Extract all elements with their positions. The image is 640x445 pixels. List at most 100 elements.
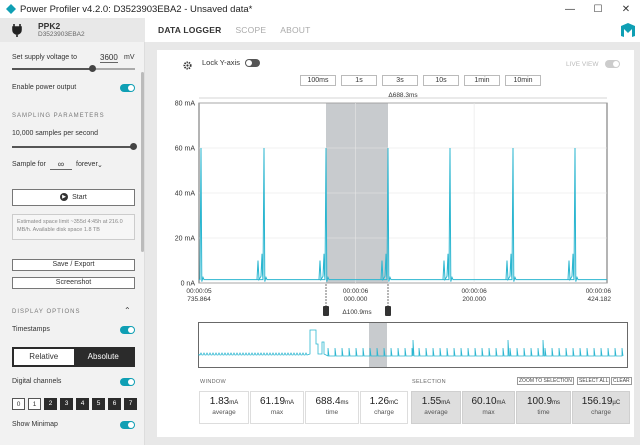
gear-icon[interactable] [183,61,192,70]
play-icon: ▶ [60,193,69,202]
y-tick-label: 80 mA [175,101,196,108]
selection-left-handle[interactable] [323,284,329,316]
sample-for-label: Sample for [12,161,46,168]
window-100ms-button[interactable]: 100ms [300,75,336,86]
device-serial: D3523903EBA2 [38,31,85,38]
x-tick-sublabel: 424.182 [588,296,612,303]
live-view-toggle[interactable] [605,60,620,68]
supply-voltage-input[interactable]: 3600 [100,53,118,63]
digital-channels-label: Digital channels [12,378,62,385]
tab-about[interactable]: ABOUT [280,25,311,35]
window-charge-stat: 1.26mC charge [360,391,408,424]
digital-channel-1[interactable]: 1 [28,398,41,410]
device-name: PPK2 [38,21,61,31]
y-tick-label: 20 mA [175,236,196,243]
digital-channel-7[interactable]: 7 [124,398,137,410]
window-1s-button[interactable]: 1s [341,75,377,86]
timestamp-mode-toggle: Relative Absolute [12,347,135,367]
selection-average-stat: 1.55mA average [411,391,461,424]
selection-right-handle[interactable] [385,284,391,316]
digital-channel-3[interactable]: 3 [60,398,73,410]
x-tick-label: 00:00:06 [586,288,612,295]
timestamps-toggle[interactable] [120,326,135,334]
x-tick-label: 00:00:06 [343,288,369,295]
show-minimap-label: Show Minimap [12,421,58,428]
sample-rate-slider[interactable] [12,146,135,148]
supply-voltage-label: Set supply voltage to [12,54,77,61]
window-stats-heading: WINDOW [200,379,226,385]
minimap[interactable] [198,322,628,368]
window-title: Power Profiler v4.2.0: D3523903EBA2 - Un… [20,3,253,15]
screenshot-button[interactable]: Screenshot [12,277,135,289]
display-options-heading: DISPLAY OPTIONS [12,309,81,315]
selection-max-stat: 60.10mA max [462,391,515,424]
show-minimap-toggle[interactable] [120,421,135,429]
app-header: PPK2 D3523903EBA2 DATA LOGGER SCOPE ABOU… [0,18,640,42]
supply-voltage-unit: mV [124,54,135,61]
window-max-stat: 61.19mA max [250,391,304,424]
device-selector[interactable]: PPK2 D3523903EBA2 [0,18,145,42]
selection-stats-heading: SELECTION [412,379,446,385]
digital-channels-toggle[interactable] [120,378,135,386]
window-10s-button[interactable]: 10s [423,75,459,86]
lock-y-axis-label: Lock Y-axis [202,58,240,67]
x-tick-sublabel: 000.000 [344,296,368,303]
sample-rate-slider-thumb[interactable] [130,143,137,150]
tab-data-logger[interactable]: DATA LOGGER [158,25,222,35]
main-area: Lock Y-axis LIVE VIEW 100ms 1s 3s 10s 1m… [145,42,640,445]
save-export-button[interactable]: Save / Export [12,259,135,271]
live-view-label: LIVE VIEW [566,61,599,68]
selection-time-stat: 100.9ms time [516,391,571,424]
current-trace [199,147,607,282]
sidebar-scrollbar[interactable] [141,72,144,252]
minimap-trace [198,329,624,357]
absolute-button[interactable]: Absolute [87,352,119,361]
x-tick-sublabel: 200.000 [462,296,486,303]
chevron-down-icon[interactable]: ⌄ [97,162,103,169]
window-10min-button[interactable]: 10min [505,75,541,86]
digital-channel-0[interactable]: 0 [12,398,25,410]
sample-duration-input[interactable]: ∞ [50,159,72,170]
x-tick-sublabel: 735.864 [187,296,211,303]
maximize-button[interactable]: ☐ [593,3,603,15]
x-axis: 00:00:05735.86400:00:06000.00000:00:0620… [186,288,611,303]
x-tick-label: 00:00:06 [461,288,487,295]
select-all-button[interactable]: SELECT ALL [577,377,611,385]
lock-y-axis-toggle[interactable] [245,59,260,67]
digital-channel-2[interactable]: 2 [44,398,57,410]
power-output-toggle[interactable] [120,84,135,92]
supply-voltage-slider[interactable] [12,68,135,70]
start-button[interactable]: ▶ Start [12,189,135,206]
app-icon [6,4,16,14]
x-tick-label: 00:00:05 [186,288,212,295]
current-chart[interactable]: Δ688.3ms 80 mA 60 mA 40 mA 20 mA 0 nA 00:00:… [157,90,634,360]
supply-voltage-slider-thumb[interactable] [89,65,96,72]
window-3s-button[interactable]: 3s [382,75,418,86]
digital-channel-5[interactable]: 5 [92,398,105,410]
digital-channel-6[interactable]: 6 [108,398,121,410]
minimap-selection[interactable] [369,323,387,367]
window-span-label: Δ688.3ms [388,92,418,99]
window-titlebar: Power Profiler v4.2.0: D3523903EBA2 - Un… [0,0,640,18]
main-tabs: DATA LOGGER SCOPE ABOUT [158,25,324,35]
sample-duration-unit[interactable]: forever [76,161,98,168]
minimize-button[interactable]: — [565,3,575,15]
disk-space-info: Estimated space limit ~355d 4:45h at 216… [12,214,135,240]
clear-button[interactable]: CLEAR [611,377,632,385]
nordic-logo-icon [621,23,635,37]
sample-rate-label: 10,000 samples per second [12,130,98,137]
window-1min-button[interactable]: 1min [464,75,500,86]
sampling-parameters-heading: SAMPLING PARAMETERS [12,113,105,119]
y-tick-label: 0 nA [181,281,196,288]
timestamps-label: Timestamps [12,326,50,333]
zoom-to-selection-button[interactable]: ZOOM TO SELECTION [517,377,574,385]
window-average-stat: 1.83mA average [199,391,249,424]
start-button-label: Start [72,194,87,201]
y-tick-label: 40 mA [175,191,196,198]
y-axis: 80 mA 60 mA 40 mA 20 mA 0 nA [175,101,196,288]
digital-channel-4[interactable]: 4 [76,398,89,410]
tab-scope[interactable]: SCOPE [235,25,267,35]
close-button[interactable]: ✕ [621,3,631,15]
relative-button[interactable]: Relative [14,349,74,365]
chevron-up-icon[interactable]: ⌃ [124,306,131,315]
